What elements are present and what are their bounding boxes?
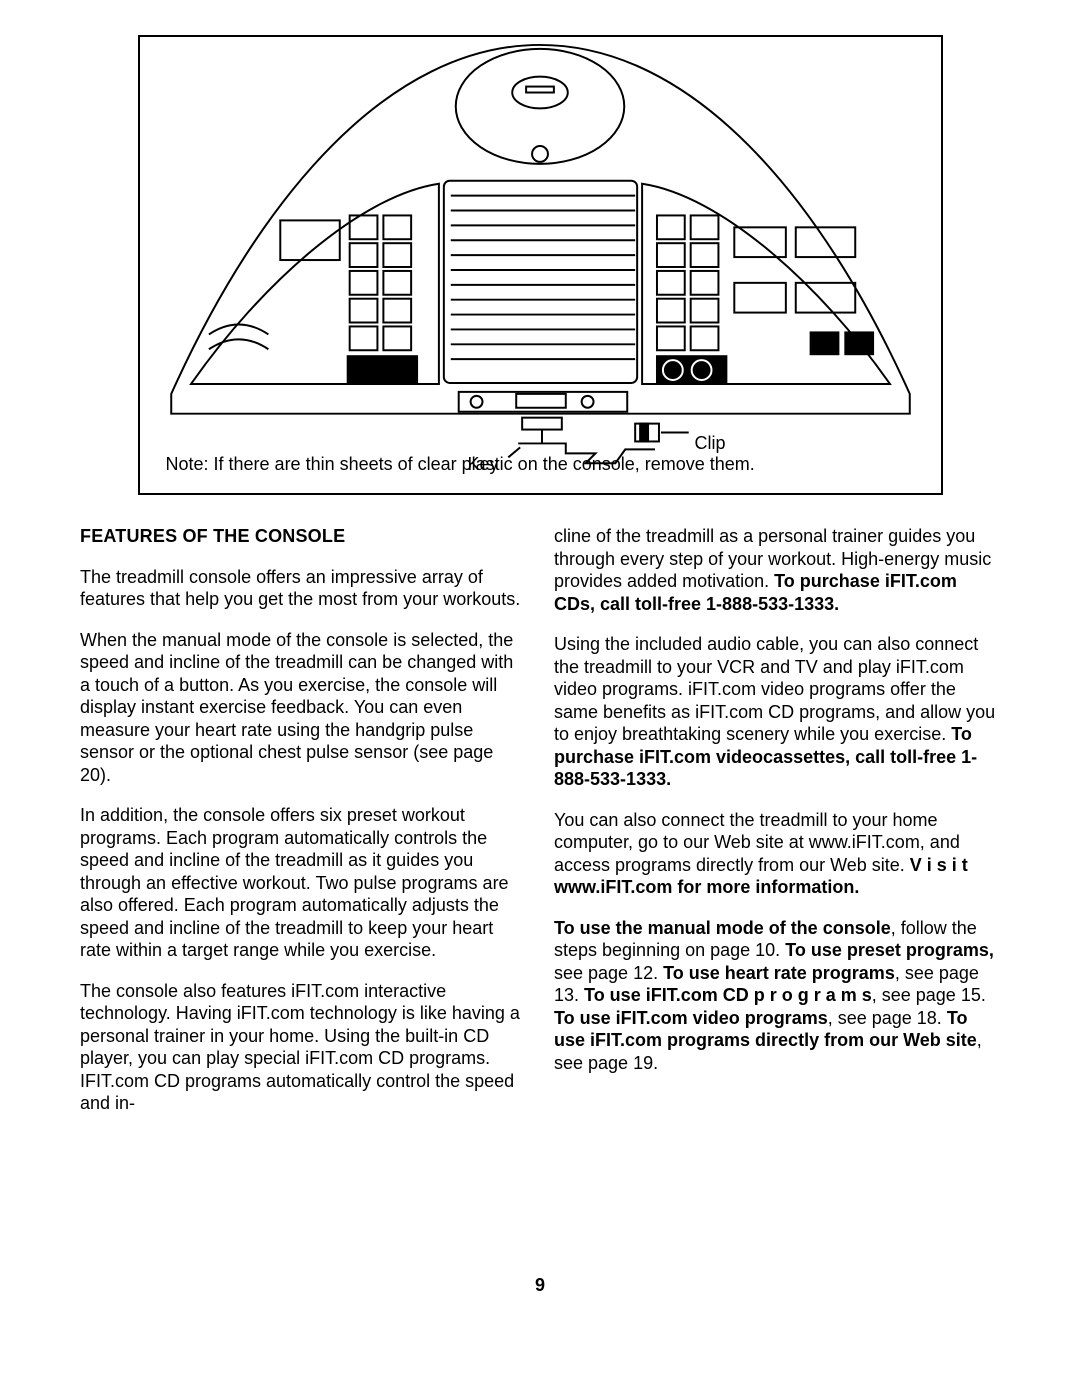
right-column: cline of the treadmill as a personal tra… — [554, 525, 1000, 1133]
paragraph: In addition, the console offers six pres… — [80, 804, 526, 962]
paragraph: You can also connect the treadmill to yo… — [554, 809, 1000, 899]
paragraph: cline of the treadmill as a personal tra… — [554, 525, 1000, 615]
console-illustration — [140, 37, 941, 493]
key-label: Key — [468, 454, 499, 475]
body-text: FEATURES OF THE CONSOLE The treadmill co… — [80, 525, 1000, 1133]
left-column: FEATURES OF THE CONSOLE The treadmill co… — [80, 525, 526, 1133]
paragraph: The treadmill console offers an impressi… — [80, 566, 526, 611]
diagram-note: Note: If there are thin sheets of clear … — [166, 453, 755, 476]
clip-label: Clip — [695, 433, 726, 454]
page-number: 9 — [0, 1275, 1080, 1296]
section-heading: FEATURES OF THE CONSOLE — [80, 525, 526, 548]
paragraph: Using the included audio cable, you can … — [554, 633, 1000, 791]
paragraph: When the manual mode of the console is s… — [80, 629, 526, 787]
paragraph: The console also features iFIT.com inter… — [80, 980, 526, 1115]
paragraph: To use the manual mode of the console, f… — [554, 917, 1000, 1075]
console-diagram: Note: If there are thin sheets of clear … — [138, 35, 943, 495]
manual-page: Note: If there are thin sheets of clear … — [80, 35, 1000, 1133]
